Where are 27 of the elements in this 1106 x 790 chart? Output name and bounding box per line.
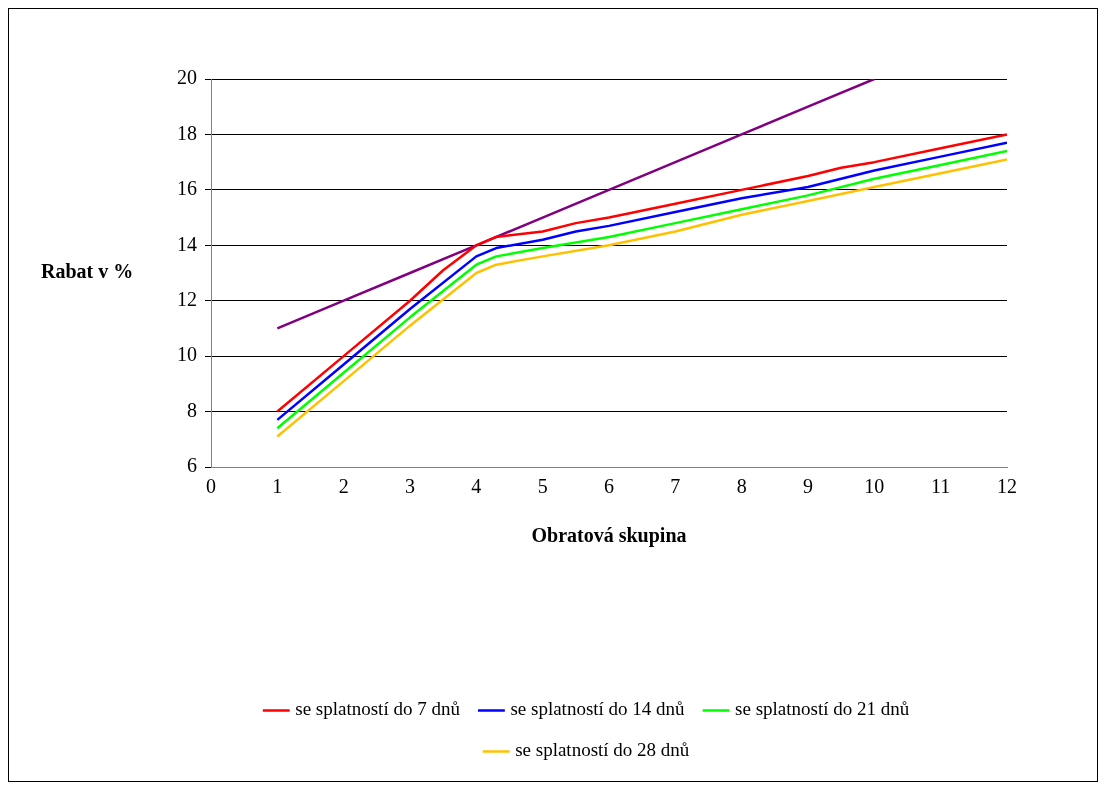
y-tick-label: 14 — [177, 232, 197, 255]
y-tick-label: 10 — [177, 343, 197, 366]
x-tick-label: 11 — [931, 475, 951, 498]
y-tick-label: 16 — [177, 177, 197, 200]
x-tick-label: 9 — [803, 475, 813, 498]
x-tick-label: 1 — [272, 475, 283, 498]
legend-label: se splatností do 14 dnů — [510, 698, 686, 720]
legend-label: se splatností do 28 dnů — [515, 739, 690, 761]
x-tick-label: 7 — [670, 475, 681, 498]
x-tick-label: 4 — [471, 475, 482, 498]
y-tick-label: 6 — [187, 454, 197, 477]
y-tick-label: 8 — [187, 398, 197, 421]
y-axis-title: Rabat v % — [41, 260, 134, 283]
x-tick-label: 0 — [206, 475, 216, 498]
y-tick-label: 12 — [177, 287, 197, 310]
x-tick-label: 8 — [736, 475, 747, 498]
x-axis-title: Obratová skupina — [531, 524, 687, 548]
x-tick-label: 12 — [997, 475, 1017, 498]
y-tick-label: 18 — [177, 121, 197, 144]
x-tick-label: 5 — [537, 475, 548, 498]
y-tick-label: 20 — [177, 66, 197, 89]
legend-label: se splatností do 21 dnů — [735, 698, 910, 720]
x-tick-label: 2 — [338, 475, 349, 498]
x-tick-label: 6 — [604, 475, 614, 498]
x-tick-label: 3 — [405, 475, 415, 498]
x-tick-label: 10 — [864, 475, 885, 498]
legend-label: se splatností do 7 dnů — [295, 698, 461, 720]
